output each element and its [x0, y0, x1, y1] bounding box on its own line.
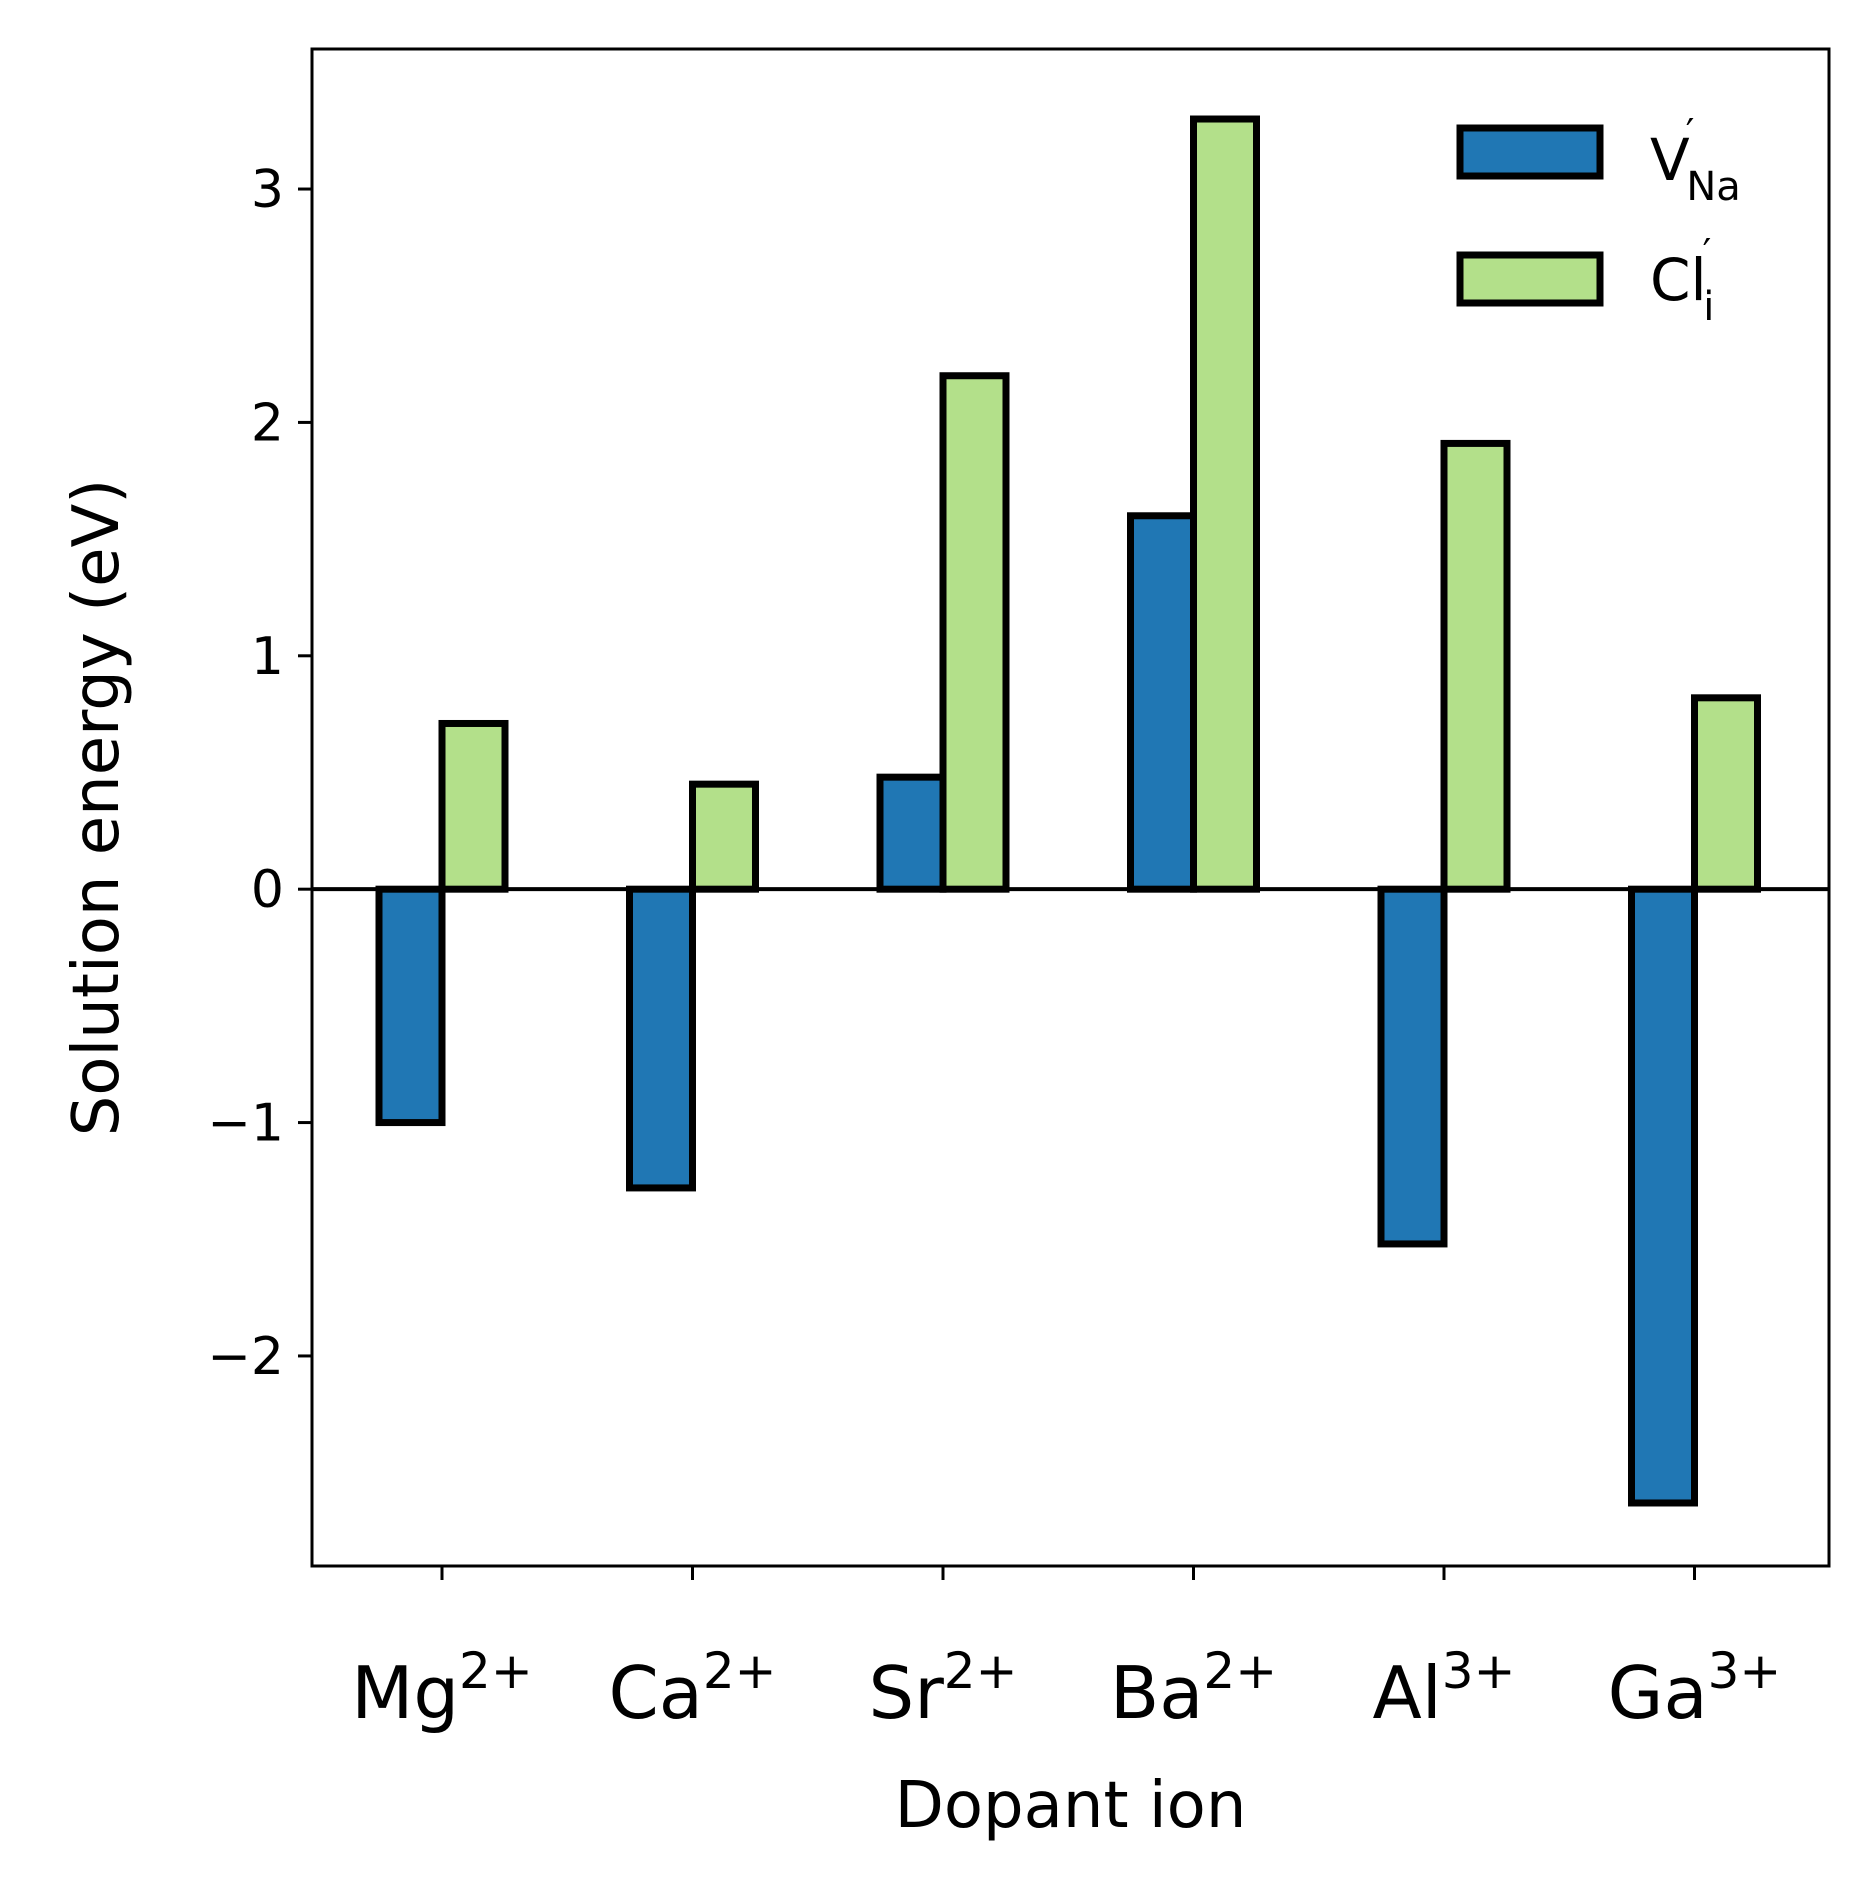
y-tick-label: −1: [207, 1094, 284, 1154]
x-tick-label-al: Al3+: [1373, 1642, 1516, 1735]
bar-series-2-sr: [939, 372, 1010, 893]
bar-series-2-ba: [1190, 115, 1260, 893]
y-tick-label: 1: [251, 627, 284, 687]
y-axis-label: Solution energy (eV): [60, 479, 134, 1137]
y-tick-label: 3: [251, 160, 284, 220]
y-axis: −2 −1 0 1 2 3: [207, 160, 312, 1387]
legend: V′ Na Cl′ i: [1456, 111, 1741, 330]
legend-label-1: V′ Na: [1650, 111, 1741, 210]
x-tick-label-ca: Ca2+: [608, 1642, 776, 1735]
x-tick-label-ga: Ga3+: [1608, 1642, 1782, 1735]
x-axis: Mg2+ Ca2+ Sr2+ Ba2+ Al3+ Ga3+: [351, 1566, 1781, 1735]
y-tick-label: −2: [207, 1327, 284, 1387]
bar-series-1-ga: [1628, 885, 1698, 1507]
y-tick-label: 2: [251, 393, 284, 453]
bar-series-1-mg: [375, 885, 446, 1127]
bar-series-1-al: [1377, 885, 1448, 1248]
x-tick-label-mg: Mg2+: [351, 1642, 533, 1735]
x-axis-label: Dopant ion: [895, 1769, 1247, 1843]
bar-series-1-sr: [876, 773, 947, 893]
y-tick-label: 0: [251, 860, 284, 920]
x-tick-label-ba: Ba2+: [1110, 1642, 1277, 1735]
legend-swatch-2: [1456, 251, 1604, 307]
bar-series-2-mg: [438, 719, 509, 893]
bar-series-2-ca: [689, 780, 759, 893]
bar-series-1-ca: [626, 885, 696, 1192]
x-tick-label-sr: Sr2+: [868, 1642, 1017, 1735]
legend-label-2: Cl′ i: [1650, 231, 1714, 330]
bars-layer: [375, 115, 1761, 1507]
bar-series-2-al: [1440, 439, 1511, 893]
plot-frame: [310, 47, 1831, 1568]
legend-swatch-1: [1456, 124, 1604, 180]
bar-series-1-ba: [1127, 512, 1197, 893]
bar-series-2-ga: [1691, 694, 1761, 893]
